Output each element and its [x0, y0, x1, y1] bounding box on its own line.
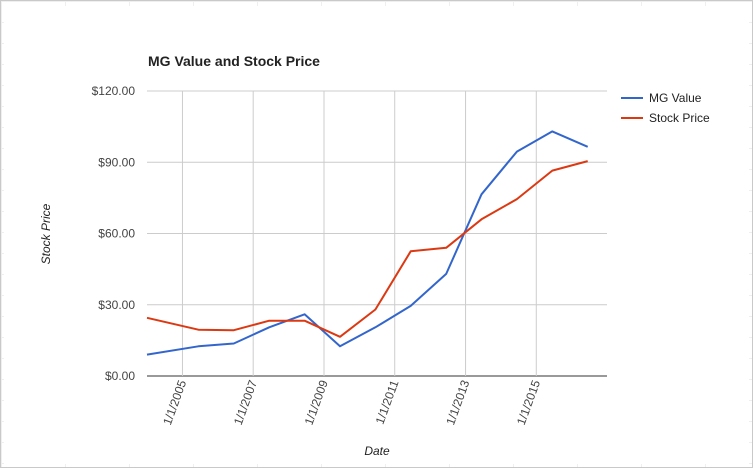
legend-label: MG Value: [649, 91, 702, 105]
y-tick-label: $30.00: [98, 298, 135, 312]
legend-label: Stock Price: [649, 111, 710, 125]
x-axis-label: Date: [364, 444, 390, 458]
x-tick-label: 1/1/2009: [302, 378, 331, 427]
chart-title: MG Value and Stock Price: [148, 53, 320, 69]
x-tick-label: 1/1/2015: [514, 378, 543, 427]
x-tick-label: 1/1/2011: [373, 378, 402, 426]
x-tick-label: 1/1/2013: [443, 378, 472, 427]
y-tick-label: $90.00: [98, 155, 135, 169]
y-axis-ticks: $0.00 $30.00 $60.00 $90.00 $120.00: [92, 84, 136, 383]
gridlines: [147, 90, 607, 377]
series-lines: [146, 130, 589, 356]
x-tick-label: 1/1/2005: [160, 378, 189, 427]
y-tick-label: $0.00: [105, 369, 135, 383]
chart-panel: [4, 6, 749, 464]
series-line-stock-price: [146, 160, 588, 338]
y-axis-label: Stock Price: [39, 203, 53, 264]
series-line-mg-value: [146, 130, 589, 356]
x-tick-label: 1/1/2007: [231, 378, 260, 427]
y-tick-label: $120.00: [92, 84, 136, 98]
x-axis-ticks: 1/1/2005 1/1/2007 1/1/2009 1/1/2011 1/1/2013…: [160, 378, 543, 427]
y-tick-label: $60.00: [98, 227, 135, 241]
legend: MG Value Stock Price: [621, 91, 710, 125]
